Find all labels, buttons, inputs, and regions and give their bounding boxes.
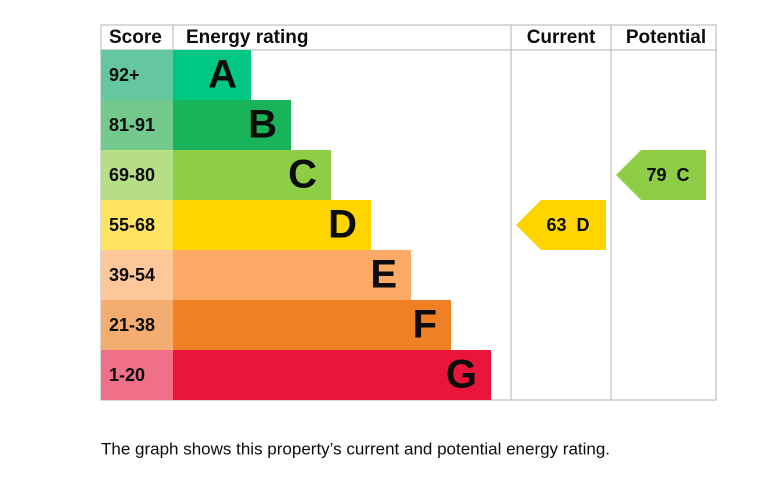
caption: The graph shows this property’s current … xyxy=(101,439,610,458)
potential-header: Potential xyxy=(626,27,706,48)
rating-letter: E xyxy=(370,253,397,297)
score-range: 21-38 xyxy=(109,315,155,335)
rating-letter: F xyxy=(413,303,437,347)
potential-score: 79 xyxy=(646,165,666,185)
potential-rating: 79 C xyxy=(646,165,689,185)
rating-letter: C xyxy=(288,153,317,197)
score-cell xyxy=(101,50,173,100)
score-range: 39-54 xyxy=(109,265,155,285)
rating-letter: B xyxy=(248,103,277,147)
potential-arrow xyxy=(616,150,706,200)
current-arrow xyxy=(516,200,606,250)
current-rating: 63 D xyxy=(546,215,589,235)
rating-letter: G xyxy=(446,353,477,397)
rating-bar xyxy=(173,150,331,200)
score-cell xyxy=(101,250,173,300)
score-cell xyxy=(101,200,173,250)
score-range: 55-68 xyxy=(109,215,155,235)
rating-bar xyxy=(173,300,451,350)
current-band: D xyxy=(577,215,590,235)
rating-letter: D xyxy=(328,203,357,247)
score-header: Score xyxy=(109,27,162,48)
rating-bar xyxy=(173,250,411,300)
rating-bar xyxy=(173,50,251,100)
score-range: 81-91 xyxy=(109,115,155,135)
score-range: 69-80 xyxy=(109,165,155,185)
score-cell xyxy=(101,100,173,150)
current-score: 63 xyxy=(546,215,566,235)
current-header: Current xyxy=(527,27,596,48)
rating-letter: A xyxy=(208,53,237,97)
bands: 92+ A 81-91 B 69-80 C 55-68 D 39-54 E 21-38 F 1-20 G xyxy=(101,50,491,400)
score-range: 92+ xyxy=(109,65,140,85)
rating-bar xyxy=(173,350,491,400)
rating-header: Energy rating xyxy=(186,27,308,48)
score-cell xyxy=(101,150,173,200)
rating-bar xyxy=(173,100,291,150)
score-cell xyxy=(101,350,173,400)
rating-bar xyxy=(173,200,371,250)
potential-band: C xyxy=(677,165,690,185)
score-range: 1-20 xyxy=(109,365,145,385)
score-cell xyxy=(101,300,173,350)
